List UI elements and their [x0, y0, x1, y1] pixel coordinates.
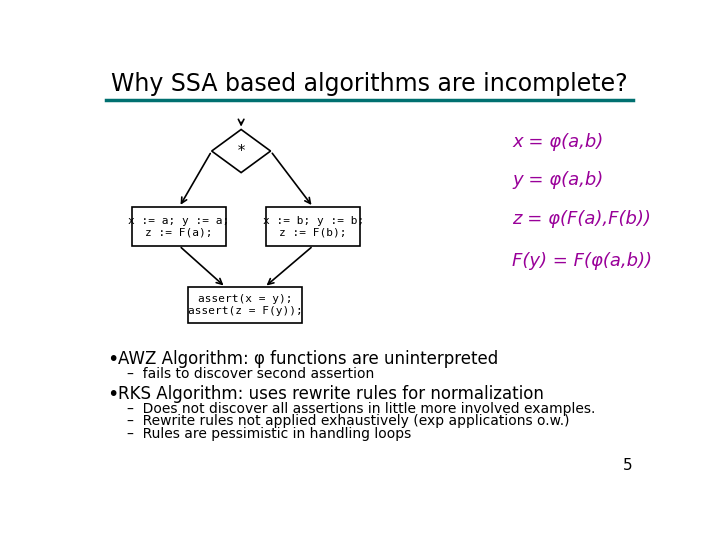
Text: •: • [107, 385, 118, 404]
Text: F(y) = F(φ(a,b)): F(y) = F(φ(a,b)) [513, 252, 652, 270]
Text: x := a; y := a;
z := F(a);: x := a; y := a; z := F(a); [128, 215, 230, 237]
FancyBboxPatch shape [188, 287, 302, 323]
Text: assert(x = y);
assert(z = F(y));: assert(x = y); assert(z = F(y)); [188, 294, 302, 316]
Text: RKS Algorithm: uses rewrite rules for normalization: RKS Algorithm: uses rewrite rules for no… [118, 385, 544, 403]
Text: 5: 5 [623, 458, 632, 473]
Text: –  Rules are pessimistic in handling loops: – Rules are pessimistic in handling loop… [127, 427, 411, 441]
FancyBboxPatch shape [266, 207, 361, 246]
Text: –  Does not discover all assertions in little more involved examples.: – Does not discover all assertions in li… [127, 402, 595, 416]
Text: –  fails to discover second assertion: – fails to discover second assertion [127, 367, 374, 381]
Text: z = φ(F(a),F(b)): z = φ(F(a),F(b)) [513, 210, 652, 228]
Polygon shape [212, 130, 271, 173]
Text: *: * [237, 144, 246, 159]
Text: x = φ(a,b): x = φ(a,b) [513, 133, 603, 151]
Text: x := b; y := b;
z := F(b);: x := b; y := b; z := F(b); [263, 215, 364, 237]
Text: Why SSA based algorithms are incomplete?: Why SSA based algorithms are incomplete? [111, 72, 627, 96]
FancyBboxPatch shape [132, 207, 226, 246]
Text: y = φ(a,b): y = φ(a,b) [513, 171, 603, 190]
Text: AWZ Algorithm: φ functions are uninterpreted: AWZ Algorithm: φ functions are uninterpr… [118, 350, 498, 368]
Text: –  Rewrite rules not applied exhaustively (exp applications o.w.): – Rewrite rules not applied exhaustively… [127, 414, 570, 428]
Text: •: • [107, 350, 118, 369]
